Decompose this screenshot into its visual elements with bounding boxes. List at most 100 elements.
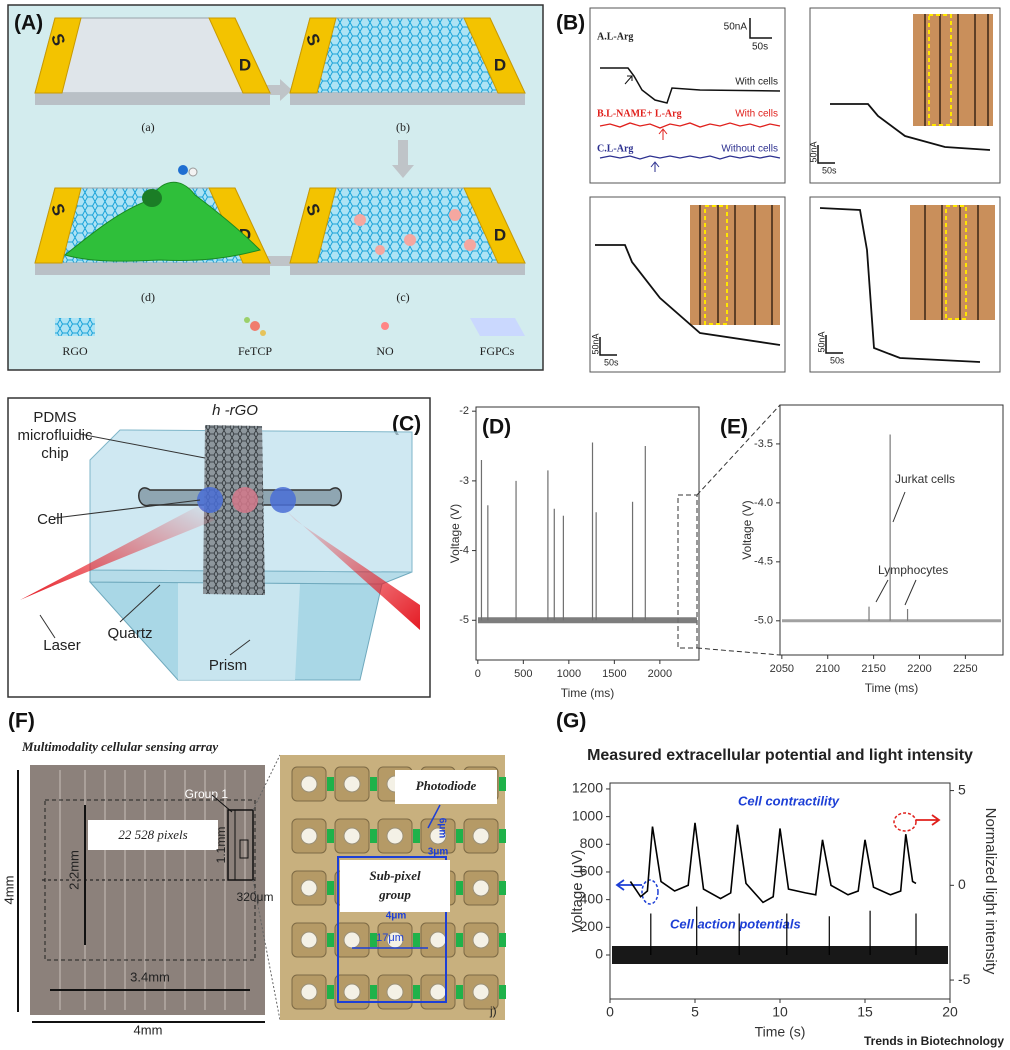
photodiode <box>472 827 490 845</box>
device-side <box>290 93 525 105</box>
electrode-label: D <box>494 225 506 244</box>
photodiode <box>343 827 361 845</box>
part-label: PDMS <box>33 409 76 426</box>
photodiode <box>472 983 490 1001</box>
series-line <box>629 822 917 904</box>
cell-shape <box>270 487 296 513</box>
photodiode <box>429 827 447 845</box>
photodiode <box>472 931 490 949</box>
legend-icons <box>55 317 525 336</box>
legend-label: FeTCP <box>238 344 272 358</box>
micrograph-lines <box>699 205 773 325</box>
electrode-pad <box>499 829 506 843</box>
micrograph <box>910 205 995 320</box>
panel-b: (B) A.L-Arg With cells B.L-NAME+ L-Arg W… <box>556 7 1001 373</box>
electrode <box>463 187 526 264</box>
legend-label: NO <box>376 344 394 358</box>
complexes <box>354 209 476 255</box>
highlight <box>928 14 952 126</box>
marker-arrow <box>624 75 633 85</box>
electrode-pad <box>370 985 377 999</box>
marker-circle <box>641 879 659 905</box>
electrode-pad <box>327 881 334 895</box>
prism-face <box>178 582 300 680</box>
y2-tick-label: 5 <box>958 781 966 797</box>
label-box <box>88 820 218 850</box>
arrow <box>392 140 414 178</box>
part-label: microfluidic <box>17 427 93 444</box>
electrode-pad <box>499 777 506 791</box>
x-tick-label: 20 <box>942 1004 958 1020</box>
group-pointer <box>211 794 233 813</box>
x-tick-label: 2050 <box>770 663 794 675</box>
scale-time: 50s <box>822 165 837 175</box>
marker-arrow <box>658 128 668 140</box>
y-tick-label: -5.0 <box>754 615 773 627</box>
electrode-label: D <box>494 55 506 74</box>
marker-circle <box>893 812 917 832</box>
dimension-label: 6μm <box>436 818 447 839</box>
x-tick-label: 10 <box>772 1004 788 1020</box>
x-tick-label: 2200 <box>907 663 931 675</box>
part-label: Prism <box>209 657 247 674</box>
highlight <box>704 205 728 325</box>
electrode-pad <box>370 777 377 791</box>
dimension-label: 4μm <box>386 911 407 922</box>
trace <box>819 207 981 363</box>
panel-label: (C) <box>392 413 421 436</box>
electrode-pad <box>413 933 420 947</box>
corner-label: j) <box>489 1004 497 1018</box>
panel-title: Multimodality cellular sensing array <box>21 739 218 754</box>
electrode-pad <box>456 933 463 947</box>
graphene-strip <box>203 425 265 595</box>
laser-beam <box>280 505 420 630</box>
electrode <box>463 17 526 94</box>
scale-time: 50s <box>752 42 768 53</box>
x-tick-label: 1500 <box>602 668 626 680</box>
dimension-label: 4mm <box>134 1022 163 1037</box>
electrode-pad <box>456 985 463 999</box>
legend-label: FGPCs <box>480 344 515 358</box>
photodiode <box>300 983 318 1001</box>
y-axis-label: Voltage (V) <box>448 504 462 563</box>
y-tick-label: 800 <box>580 835 604 851</box>
y-tick-label: -4 <box>459 544 469 556</box>
y-tick-label: -4.5 <box>754 556 773 568</box>
panel-c: (C) PDMS microfluidic chip h -rGO Cell L… <box>7 397 431 698</box>
subpixel-label: group <box>378 887 411 902</box>
axis-arrow <box>916 814 941 826</box>
scale-current: 50nA <box>724 22 748 33</box>
group-inner <box>239 839 249 859</box>
electrode-pad <box>327 985 334 999</box>
device: SD <box>289 187 526 275</box>
y-tick-label: -5 <box>459 614 469 626</box>
y-tick-label: 1000 <box>572 807 603 823</box>
subpixel-outline <box>337 856 447 1003</box>
y-tick-label: 400 <box>580 890 604 906</box>
micrograph-lines <box>924 14 989 126</box>
x-tick-label: 500 <box>514 668 532 680</box>
electrode <box>208 17 271 94</box>
annotation: Jurkat cells <box>895 472 955 486</box>
electrode <box>289 17 337 94</box>
photodiode <box>343 775 361 793</box>
y-tick-label: 0 <box>595 946 603 962</box>
y2-tick-label: 0 <box>958 876 966 892</box>
y-tick-label: 600 <box>580 863 604 879</box>
panel-label: (B) <box>556 12 585 35</box>
device: SD <box>34 17 271 105</box>
trace-note: Without cells <box>721 144 778 155</box>
y-tick-label: -4.0 <box>754 497 773 509</box>
x-tick-label: 0 <box>475 668 481 680</box>
electrode-pad <box>456 829 463 843</box>
scale-current: 50nA <box>590 333 600 354</box>
part-label: h -rGO <box>212 402 258 419</box>
x-tick-label: 2100 <box>815 663 839 675</box>
nucleus <box>142 189 162 207</box>
scale-time: 50s <box>830 355 845 365</box>
y-axis-label: Voltage (μV) <box>569 850 586 933</box>
photodiode <box>472 879 490 897</box>
marker-arrow <box>650 161 660 172</box>
micrograph <box>913 14 993 126</box>
